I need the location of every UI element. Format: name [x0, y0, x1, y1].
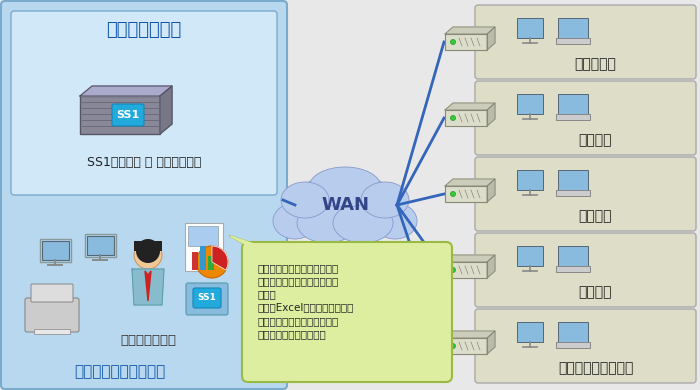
FancyBboxPatch shape — [517, 94, 543, 114]
FancyBboxPatch shape — [558, 246, 588, 266]
Text: 関西支店: 関西支店 — [579, 209, 612, 223]
Polygon shape — [487, 27, 495, 50]
FancyBboxPatch shape — [475, 81, 696, 155]
Ellipse shape — [347, 188, 407, 232]
FancyBboxPatch shape — [185, 223, 223, 271]
FancyBboxPatch shape — [558, 322, 588, 342]
Circle shape — [451, 344, 456, 349]
FancyBboxPatch shape — [556, 266, 590, 272]
FancyBboxPatch shape — [558, 18, 588, 38]
Polygon shape — [487, 103, 495, 126]
FancyBboxPatch shape — [80, 96, 160, 134]
FancyBboxPatch shape — [242, 242, 452, 382]
FancyBboxPatch shape — [31, 284, 73, 302]
Polygon shape — [445, 255, 495, 262]
Circle shape — [134, 241, 162, 269]
FancyBboxPatch shape — [556, 114, 590, 120]
Polygon shape — [487, 331, 495, 354]
Text: SS1: SS1 — [197, 294, 216, 303]
Text: WAN: WAN — [321, 196, 369, 214]
Circle shape — [451, 268, 456, 273]
Polygon shape — [160, 86, 172, 134]
FancyBboxPatch shape — [112, 104, 144, 126]
FancyBboxPatch shape — [87, 236, 113, 255]
Ellipse shape — [297, 203, 357, 243]
Polygon shape — [80, 86, 172, 96]
FancyBboxPatch shape — [517, 170, 543, 190]
FancyBboxPatch shape — [517, 246, 543, 266]
FancyBboxPatch shape — [186, 283, 228, 315]
Text: 九州支店: 九州支店 — [579, 285, 612, 299]
Ellipse shape — [373, 203, 417, 239]
FancyBboxPatch shape — [445, 186, 487, 202]
Text: 本社　情報システム部: 本社 情報システム部 — [74, 365, 166, 379]
Ellipse shape — [281, 182, 329, 218]
Ellipse shape — [293, 173, 397, 237]
Polygon shape — [445, 179, 495, 186]
Circle shape — [451, 115, 456, 121]
FancyBboxPatch shape — [556, 342, 590, 348]
Text: 管理コンソール: 管理コンソール — [120, 333, 176, 346]
FancyBboxPatch shape — [445, 110, 487, 126]
Wedge shape — [212, 246, 228, 270]
Text: 東北支店: 東北支店 — [579, 133, 612, 147]
FancyBboxPatch shape — [134, 241, 162, 251]
FancyBboxPatch shape — [200, 246, 206, 270]
Circle shape — [196, 246, 228, 278]
Ellipse shape — [309, 167, 381, 207]
FancyBboxPatch shape — [556, 190, 590, 196]
FancyBboxPatch shape — [34, 329, 70, 334]
FancyBboxPatch shape — [445, 262, 487, 278]
Circle shape — [451, 191, 456, 197]
Polygon shape — [487, 255, 495, 278]
FancyBboxPatch shape — [11, 11, 277, 195]
Text: 北海道支店: 北海道支店 — [575, 57, 617, 71]
Text: サテライトオフィス: サテライトオフィス — [558, 361, 634, 375]
FancyBboxPatch shape — [193, 288, 221, 308]
Ellipse shape — [273, 203, 317, 239]
Circle shape — [451, 39, 456, 44]
FancyBboxPatch shape — [41, 241, 69, 260]
FancyBboxPatch shape — [1, 1, 287, 389]
Polygon shape — [145, 271, 151, 301]
FancyBboxPatch shape — [192, 252, 198, 270]
FancyBboxPatch shape — [475, 5, 696, 79]
Text: １サーバー、１パッケージで
全資産を把握・監視・管理が
可能。
情報をExcelへエクスポートし
経営層、各部門からの至急で
不定形な要求にも対応。: １サーバー、１パッケージで 全資産を把握・監視・管理が 可能。 情報をExcel… — [258, 263, 354, 339]
FancyBboxPatch shape — [475, 233, 696, 307]
FancyBboxPatch shape — [517, 322, 543, 342]
Text: SS1: SS1 — [116, 110, 139, 120]
Polygon shape — [445, 331, 495, 338]
FancyBboxPatch shape — [208, 256, 214, 270]
Polygon shape — [487, 179, 495, 202]
Text: SS1サーバー 兼 収集サーバー: SS1サーバー 兼 収集サーバー — [87, 156, 201, 168]
FancyBboxPatch shape — [475, 309, 696, 383]
Ellipse shape — [333, 203, 393, 243]
FancyBboxPatch shape — [556, 38, 590, 44]
FancyBboxPatch shape — [558, 170, 588, 190]
FancyBboxPatch shape — [558, 94, 588, 114]
Text: サーバールーム: サーバールーム — [106, 21, 181, 39]
FancyBboxPatch shape — [445, 34, 487, 50]
Ellipse shape — [283, 188, 343, 232]
Ellipse shape — [361, 182, 409, 218]
Polygon shape — [445, 103, 495, 110]
Polygon shape — [445, 27, 495, 34]
Polygon shape — [132, 269, 164, 305]
FancyBboxPatch shape — [25, 298, 79, 332]
FancyBboxPatch shape — [445, 338, 487, 354]
FancyBboxPatch shape — [517, 18, 543, 38]
Polygon shape — [230, 236, 278, 252]
FancyBboxPatch shape — [188, 226, 218, 246]
FancyBboxPatch shape — [475, 157, 696, 231]
Circle shape — [136, 239, 160, 263]
